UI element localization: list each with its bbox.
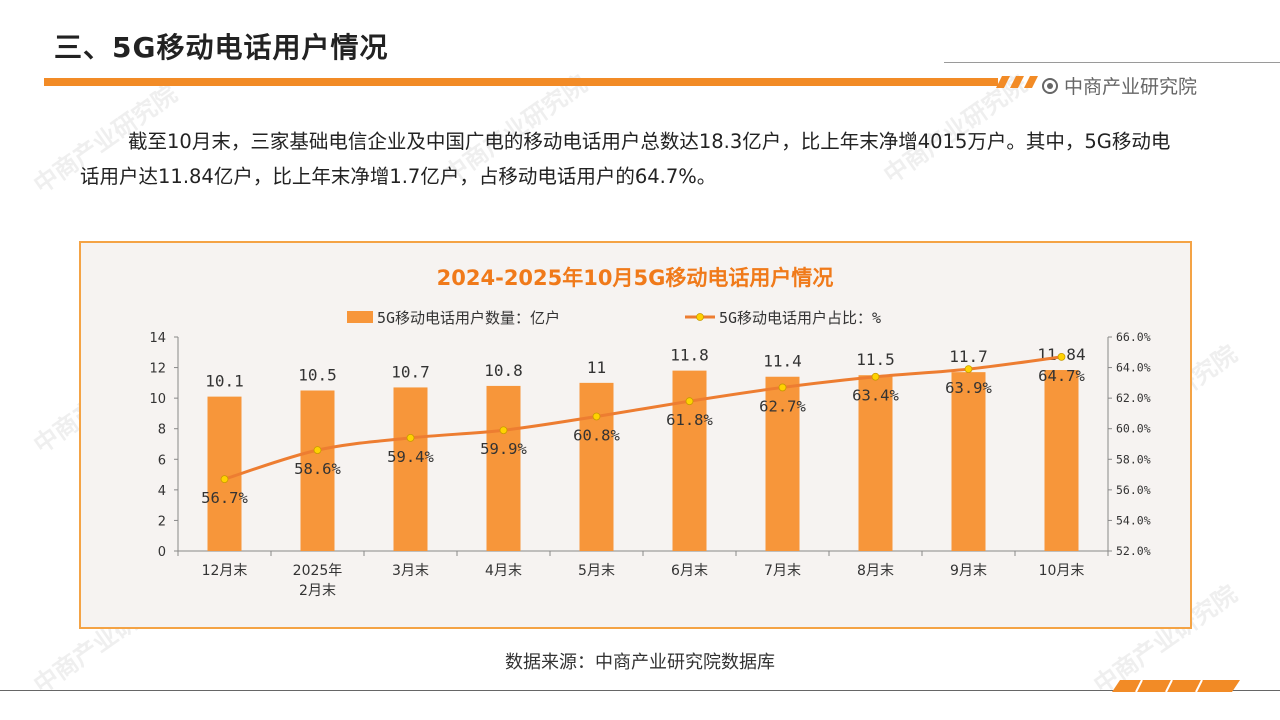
bar [393, 387, 428, 551]
legend-bar-swatch [347, 311, 373, 323]
y-right-tick-label: 66.0% [1116, 330, 1151, 344]
footer-decoration [1112, 680, 1240, 692]
line-point [685, 397, 694, 406]
line-point [220, 475, 229, 484]
line-point [1057, 352, 1066, 361]
bar-value-label: 11.8 [670, 346, 709, 365]
line-value-label: 59.4% [387, 448, 434, 466]
bar-value-label: 11.7 [949, 347, 988, 366]
line-value-label: 59.9% [480, 440, 527, 458]
bar-value-label: 11.5 [856, 350, 895, 369]
slash-decoration [996, 76, 1038, 88]
y-right-tick-label: 58.0% [1116, 452, 1151, 466]
x-tick-label: 4月末 [485, 563, 522, 579]
footer-divider [0, 690, 1280, 691]
x-tick-label: 2月末 [299, 583, 336, 599]
y-left-tick-label: 10 [149, 392, 166, 407]
y-left-tick-label: 12 [149, 362, 166, 377]
line-value-label: 56.7% [201, 489, 248, 507]
y-left-tick-label: 4 [158, 484, 166, 499]
y-left-tick-label: 0 [158, 545, 166, 560]
y-left-tick-label: 8 [158, 423, 166, 438]
bar-value-label: 10.1 [205, 372, 244, 391]
y-right-tick-label: 64.0% [1116, 361, 1151, 375]
y-left-tick-label: 6 [158, 453, 166, 468]
bar [579, 382, 614, 551]
x-tick-label: 9月末 [950, 563, 987, 579]
bar [1044, 370, 1079, 551]
title-underline [44, 78, 998, 86]
line-value-label: 63.9% [945, 379, 992, 397]
line-point [313, 446, 322, 455]
y-left-tick-label: 14 [149, 331, 166, 346]
bar-value-label: 10.7 [391, 362, 430, 381]
x-tick-label: 3月末 [392, 563, 429, 579]
bar [765, 376, 800, 551]
line-point [499, 426, 508, 435]
page-title: 三、5G移动电话用户情况 [54, 31, 389, 64]
y-right-tick-label: 56.0% [1116, 483, 1151, 497]
line-value-label: 63.4% [852, 387, 899, 405]
line-point [592, 412, 601, 421]
x-tick-label: 6月末 [671, 563, 708, 579]
bar [486, 385, 521, 551]
bar-value-label: 11 [587, 358, 606, 377]
line-point [871, 372, 880, 381]
share-line [223, 355, 1063, 481]
target-icon [1042, 77, 1058, 94]
chart-title: 2024-2025年10月5G移动电话用户情况 [437, 266, 834, 290]
bar [951, 372, 986, 551]
brand-label: 中商产业研究院 [1042, 72, 1197, 99]
y-left-tick-label: 2 [158, 514, 166, 529]
legend-line-label: 5G移动电话用户占比：% [719, 309, 881, 327]
x-tick-label: 12月末 [202, 563, 248, 579]
line-value-label: 62.7% [759, 397, 806, 415]
y-right-tick-label: 60.0% [1116, 422, 1151, 436]
x-tick-label: 7月末 [764, 563, 801, 579]
combo-chart: 2024-2025年10月5G移动电话用户情况 5G移动电话用户数量：亿户 5G移动… [149, 266, 1151, 599]
legend-bar-label: 5G移动电话用户数量：亿户 [377, 309, 560, 327]
bar [300, 390, 335, 551]
line-value-label: 60.8% [573, 426, 620, 444]
x-tick-label: 5月末 [578, 563, 615, 579]
x-tick-label: 2025年 [293, 563, 343, 579]
bar-value-label: 10.5 [298, 366, 337, 385]
x-tick-label: 8月末 [857, 563, 894, 579]
line-value-label: 64.7% [1038, 367, 1085, 385]
line-point [778, 383, 787, 392]
x-tick-label: 10月末 [1039, 563, 1085, 579]
y-right-tick-label: 62.0% [1116, 391, 1151, 405]
bar [858, 375, 893, 551]
header-divider [944, 62, 1280, 63]
bar-value-label: 10.8 [484, 361, 523, 380]
legend-line-marker [696, 313, 704, 321]
line-value-label: 61.8% [666, 411, 713, 429]
chart-panel: 2024-2025年10月5G移动电话用户情况 5G移动电话用户数量：亿户 5G移动… [79, 241, 1192, 629]
y-right-tick-label: 52.0% [1116, 544, 1151, 558]
line-point [406, 433, 415, 442]
summary-paragraph: 截至10月末，三家基础电信企业及中国广电的移动电话用户总数达18.3亿户，比上年… [80, 130, 1171, 188]
line-point [964, 365, 973, 373]
y-right-tick-label: 54.0% [1116, 513, 1151, 527]
line-value-label: 58.6% [294, 460, 341, 478]
bar-value-label: 11.4 [763, 352, 802, 371]
brand-text: 中商产业研究院 [1064, 76, 1198, 98]
data-source: 数据来源：中商产业研究院数据库 [505, 652, 775, 673]
